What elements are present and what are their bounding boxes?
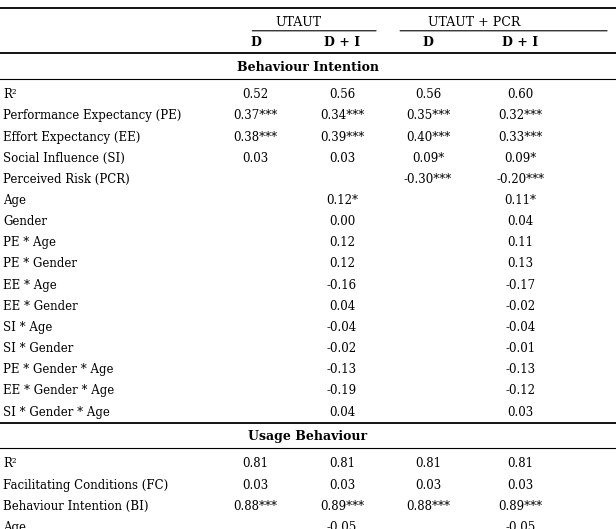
Text: 0.56: 0.56: [329, 88, 355, 101]
Text: 0.09*: 0.09*: [505, 152, 537, 165]
Text: SI * Gender * Age: SI * Gender * Age: [3, 406, 110, 418]
Text: -0.17: -0.17: [506, 279, 535, 291]
Text: 0.56: 0.56: [415, 88, 441, 101]
Text: 0.38***: 0.38***: [233, 131, 278, 143]
Text: 0.81: 0.81: [243, 458, 269, 470]
Text: 0.12: 0.12: [329, 258, 355, 270]
Text: Age: Age: [3, 521, 26, 529]
Text: 0.81: 0.81: [415, 458, 441, 470]
Text: 0.40***: 0.40***: [406, 131, 450, 143]
Text: 0.37***: 0.37***: [233, 110, 278, 122]
Text: 0.81: 0.81: [329, 458, 355, 470]
Text: Effort Expectancy (EE): Effort Expectancy (EE): [3, 131, 140, 143]
Text: -0.19: -0.19: [327, 385, 357, 397]
Text: 0.88***: 0.88***: [406, 500, 450, 513]
Text: 0.88***: 0.88***: [233, 500, 278, 513]
Text: -0.20***: -0.20***: [496, 173, 545, 186]
Text: -0.13: -0.13: [327, 363, 357, 376]
Text: R²: R²: [3, 88, 17, 101]
Text: -0.02: -0.02: [327, 342, 357, 355]
Text: SI * Age: SI * Age: [3, 321, 52, 334]
Text: 0.04: 0.04: [329, 300, 355, 313]
Text: -0.02: -0.02: [506, 300, 535, 313]
Text: R²: R²: [3, 458, 17, 470]
Text: 0.34***: 0.34***: [320, 110, 364, 122]
Text: Age: Age: [3, 194, 26, 207]
Text: EE * Age: EE * Age: [3, 279, 57, 291]
Text: Social Influence (SI): Social Influence (SI): [3, 152, 125, 165]
Text: 0.52: 0.52: [243, 88, 269, 101]
Text: 0.03: 0.03: [243, 152, 269, 165]
Text: PE * Gender: PE * Gender: [3, 258, 77, 270]
Text: D: D: [423, 37, 434, 49]
Text: 0.03: 0.03: [508, 479, 533, 491]
Text: -0.04: -0.04: [505, 321, 536, 334]
Text: UTAUT + PCR: UTAUT + PCR: [428, 16, 521, 29]
Text: 0.11*: 0.11*: [505, 194, 537, 207]
Text: 0.03: 0.03: [243, 479, 269, 491]
Text: 0.39***: 0.39***: [320, 131, 364, 143]
Text: Perceived Risk (PCR): Perceived Risk (PCR): [3, 173, 130, 186]
Text: 0.00: 0.00: [329, 215, 355, 228]
Text: Behaviour Intention: Behaviour Intention: [237, 61, 379, 74]
Text: 0.33***: 0.33***: [498, 131, 543, 143]
Text: -0.04: -0.04: [326, 321, 357, 334]
Text: PE * Gender * Age: PE * Gender * Age: [3, 363, 113, 376]
Text: 0.09*: 0.09*: [412, 152, 444, 165]
Text: 0.13: 0.13: [508, 258, 533, 270]
Text: 0.60: 0.60: [508, 88, 533, 101]
Text: 0.03: 0.03: [329, 152, 355, 165]
Text: -0.05: -0.05: [326, 521, 357, 529]
Text: Gender: Gender: [3, 215, 47, 228]
Text: 0.03: 0.03: [508, 406, 533, 418]
Text: 0.89***: 0.89***: [498, 500, 543, 513]
Text: D + I: D + I: [324, 37, 360, 49]
Text: D: D: [250, 37, 261, 49]
Text: 0.35***: 0.35***: [406, 110, 450, 122]
Text: 0.12: 0.12: [329, 236, 355, 249]
Text: SI * Gender: SI * Gender: [3, 342, 73, 355]
Text: -0.05: -0.05: [505, 521, 536, 529]
Text: Facilitating Conditions (FC): Facilitating Conditions (FC): [3, 479, 168, 491]
Text: -0.12: -0.12: [506, 385, 535, 397]
Text: D + I: D + I: [503, 37, 538, 49]
Text: Performance Expectancy (PE): Performance Expectancy (PE): [3, 110, 182, 122]
Text: 0.03: 0.03: [329, 479, 355, 491]
Text: PE * Age: PE * Age: [3, 236, 56, 249]
Text: 0.81: 0.81: [508, 458, 533, 470]
Text: Behaviour Intention (BI): Behaviour Intention (BI): [3, 500, 148, 513]
Text: 0.04: 0.04: [508, 215, 533, 228]
Text: EE * Gender * Age: EE * Gender * Age: [3, 385, 115, 397]
Text: 0.89***: 0.89***: [320, 500, 364, 513]
Text: -0.01: -0.01: [506, 342, 535, 355]
Text: UTAUT: UTAUT: [276, 16, 322, 29]
Text: 0.32***: 0.32***: [498, 110, 543, 122]
Text: 0.03: 0.03: [415, 479, 441, 491]
Text: 0.12*: 0.12*: [326, 194, 358, 207]
Text: -0.30***: -0.30***: [404, 173, 452, 186]
Text: -0.16: -0.16: [327, 279, 357, 291]
Text: -0.13: -0.13: [506, 363, 535, 376]
Text: 0.11: 0.11: [508, 236, 533, 249]
Text: Usage Behaviour: Usage Behaviour: [248, 430, 368, 443]
Text: EE * Gender: EE * Gender: [3, 300, 78, 313]
Text: 0.04: 0.04: [329, 406, 355, 418]
